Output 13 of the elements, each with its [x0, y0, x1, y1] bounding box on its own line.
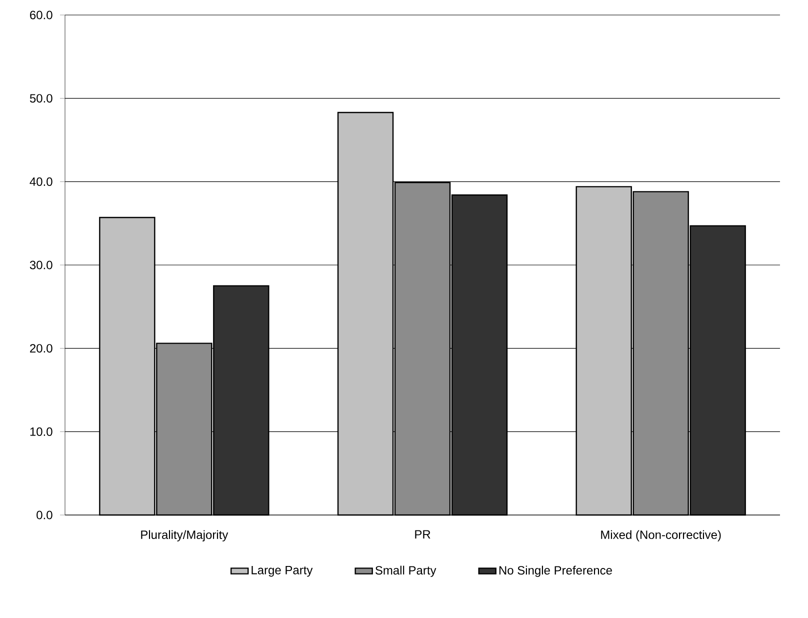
y-tick-label: 40.0	[30, 177, 52, 186]
legend-label: Small Party	[375, 566, 436, 577]
legend-label: No Single Preference	[499, 566, 612, 577]
y-tick-label: 50.0	[30, 94, 52, 103]
x-tick-label: PR	[415, 530, 430, 538]
x-tick-label: Plurality/Majority	[141, 530, 228, 542]
x-tick-label: Mixed (Non-corrective)	[601, 530, 721, 542]
y-tick-label: 20.0	[30, 344, 52, 353]
y-tick-label: 30.0	[30, 260, 52, 270]
y-tick-label: 0.0	[36, 510, 52, 520]
legend-label: Large Party	[252, 566, 313, 577]
y-tick-label: 60.0	[30, 10, 52, 20]
y-tick-label: 10.0	[30, 427, 52, 436]
